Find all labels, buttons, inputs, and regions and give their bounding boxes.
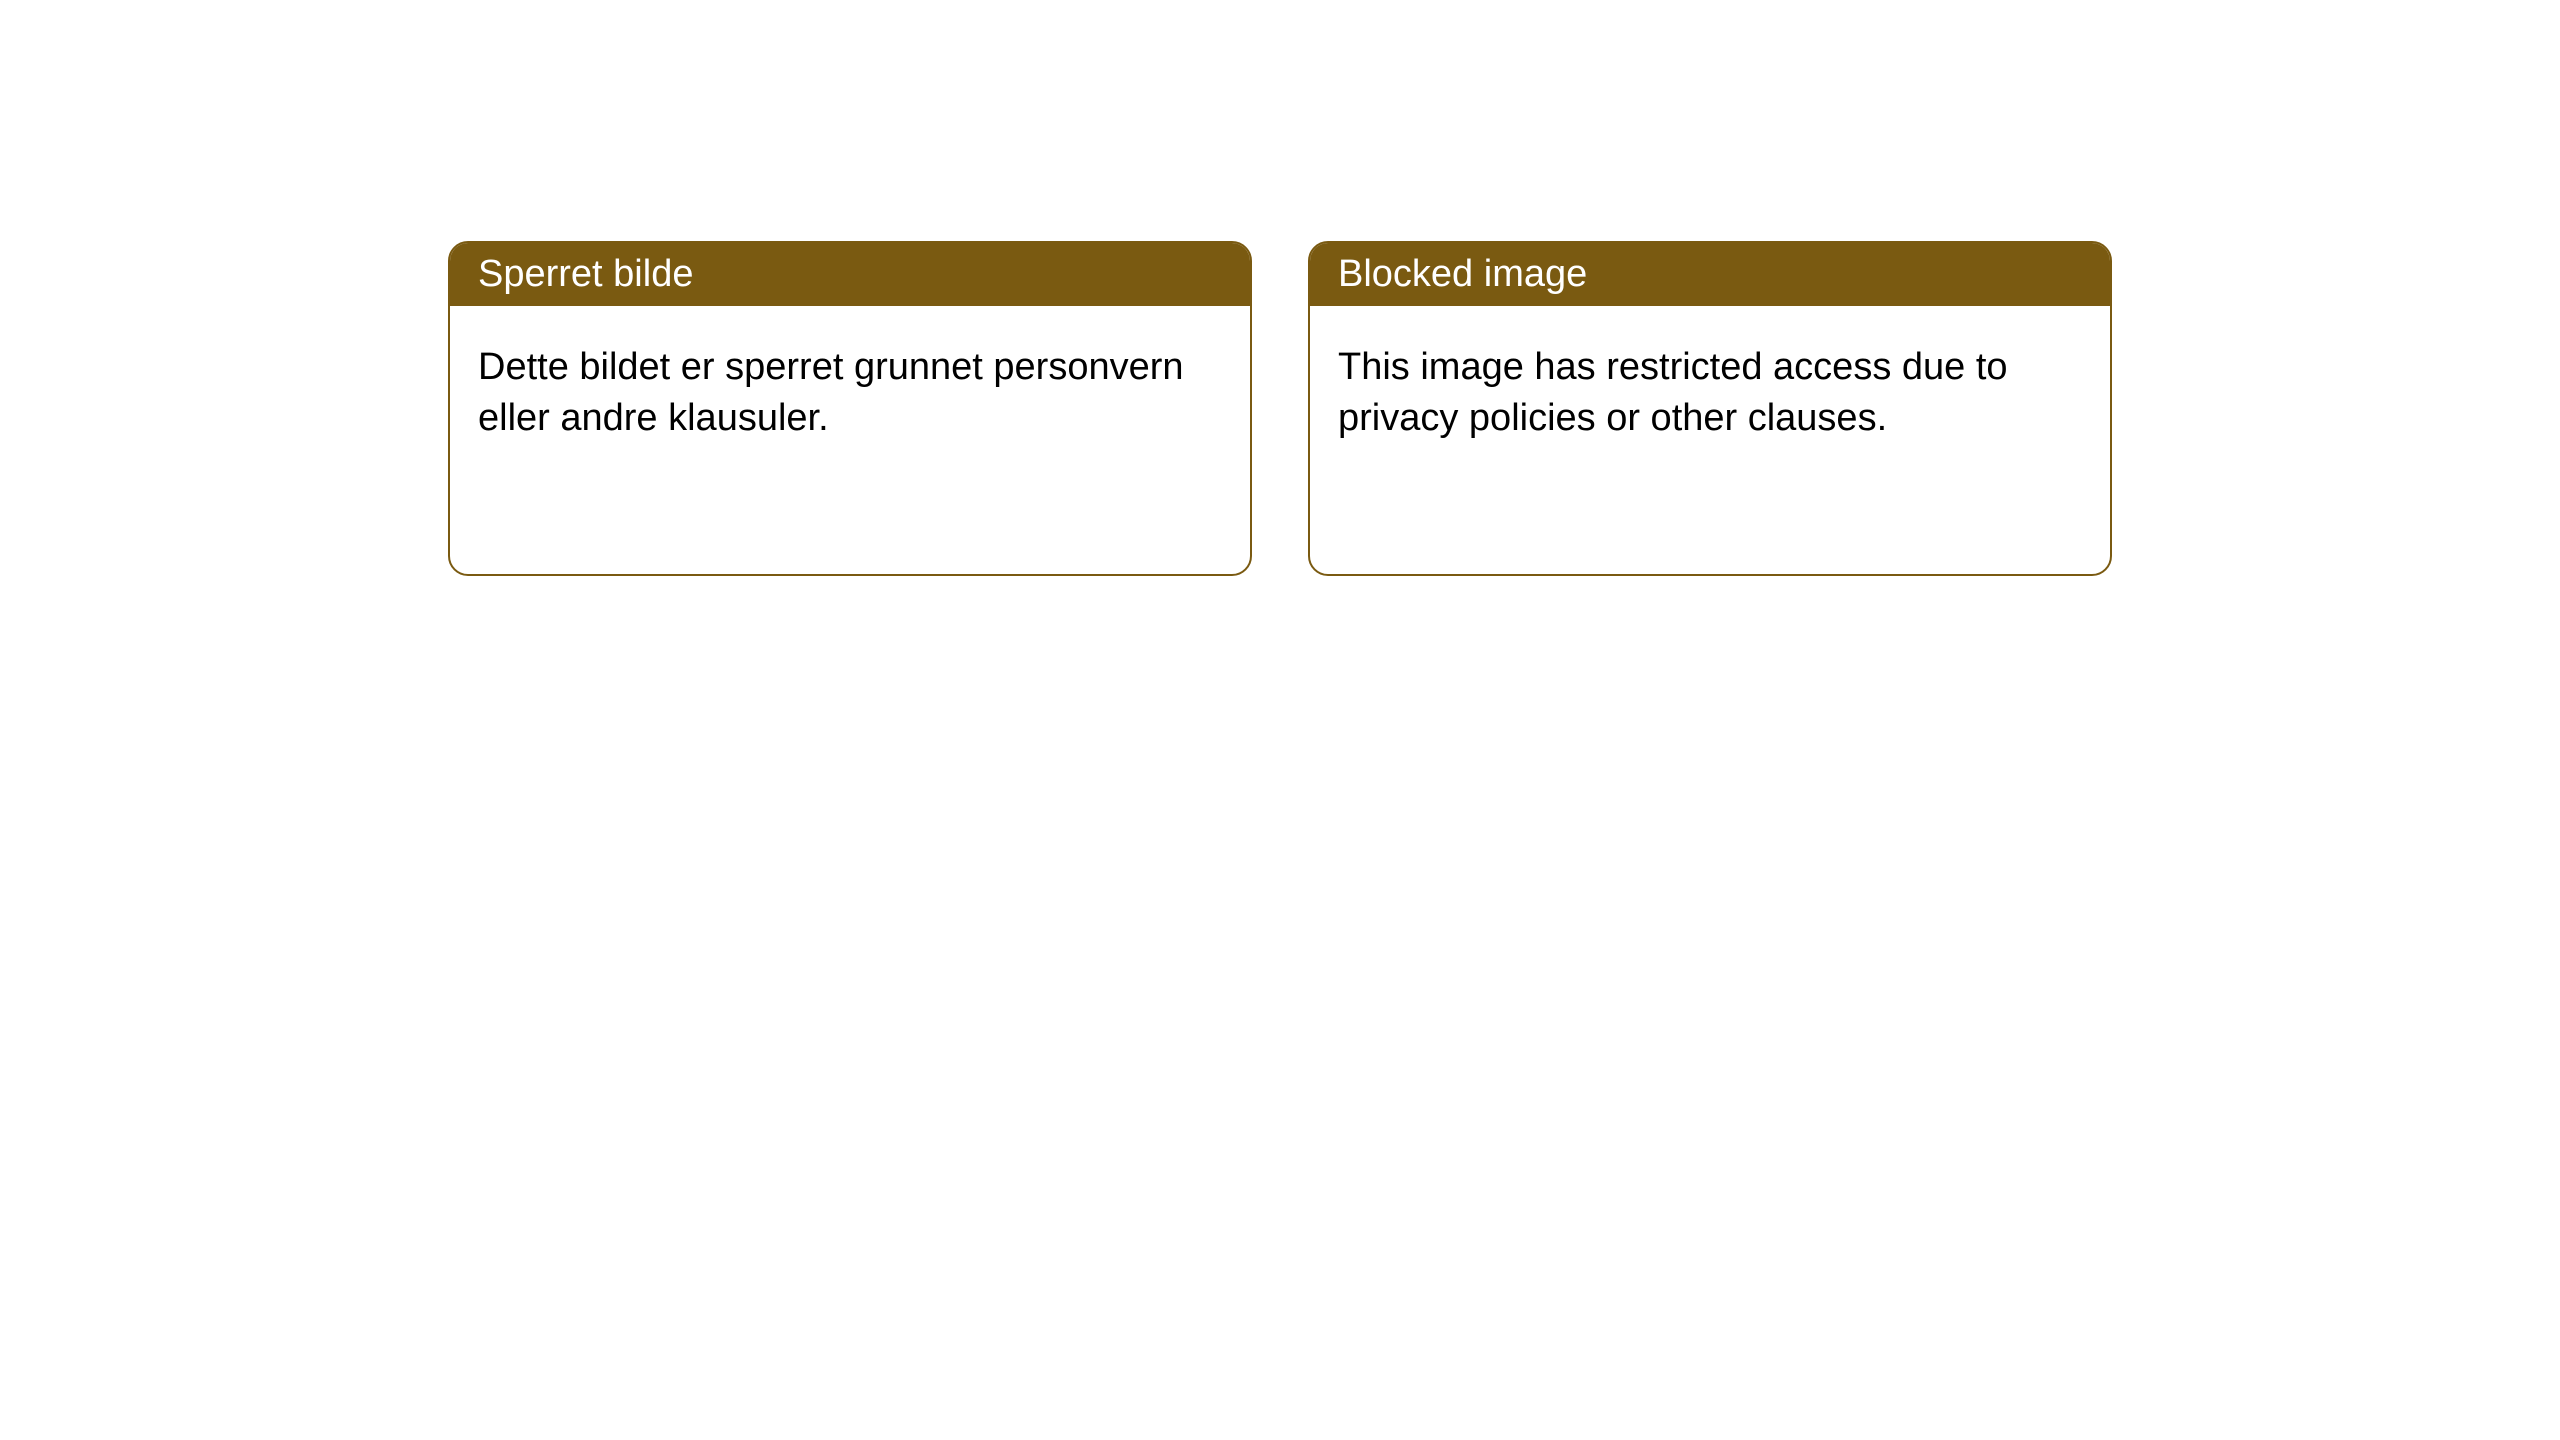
- notice-cards-row: Sperret bilde Dette bildet er sperret gr…: [0, 0, 2560, 576]
- card-header: Blocked image: [1310, 243, 2110, 306]
- card-header: Sperret bilde: [450, 243, 1250, 306]
- card-title: Blocked image: [1338, 253, 1587, 295]
- blocked-image-card-no: Sperret bilde Dette bildet er sperret gr…: [448, 241, 1252, 576]
- card-body: Dette bildet er sperret grunnet personve…: [450, 306, 1250, 481]
- blocked-image-card-en: Blocked image This image has restricted …: [1308, 241, 2112, 576]
- card-body-text: Dette bildet er sperret grunnet personve…: [478, 346, 1184, 439]
- card-body: This image has restricted access due to …: [1310, 306, 2110, 481]
- card-title: Sperret bilde: [478, 253, 693, 295]
- card-body-text: This image has restricted access due to …: [1338, 346, 2008, 439]
